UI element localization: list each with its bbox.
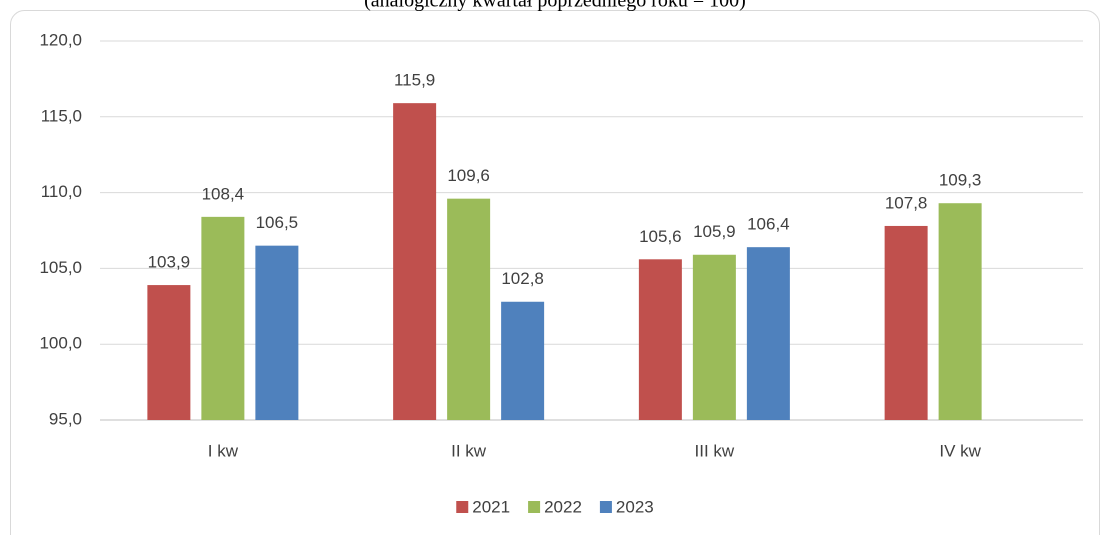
data-label: 106,5 bbox=[256, 213, 299, 232]
y-tick-label: 100,0 bbox=[39, 334, 82, 353]
x-tick-label: I kw bbox=[208, 441, 239, 460]
data-label: 105,6 bbox=[639, 227, 682, 246]
bar bbox=[501, 301, 545, 420]
y-tick-label: 95,0 bbox=[49, 409, 82, 428]
legend-swatch bbox=[456, 501, 469, 513]
y-tick-label: 105,0 bbox=[39, 258, 82, 277]
bar bbox=[447, 198, 491, 420]
legend-label: 2023 bbox=[616, 497, 654, 516]
bar bbox=[638, 259, 682, 420]
chart-subtitle: (analogiczny kwartał poprzedniego roku =… bbox=[364, 0, 746, 12]
legend-swatch bbox=[599, 501, 612, 513]
x-tick-label: IV kw bbox=[939, 441, 981, 460]
data-label: 103,9 bbox=[148, 253, 191, 272]
y-tick-label: 115,0 bbox=[41, 106, 82, 125]
bar bbox=[393, 103, 437, 420]
bar bbox=[147, 285, 191, 420]
bar bbox=[255, 245, 299, 420]
legend-label: 2021 bbox=[472, 497, 510, 516]
bar bbox=[692, 254, 736, 420]
bar bbox=[746, 247, 790, 420]
legend-label: 2022 bbox=[544, 497, 582, 516]
y-tick-label: 110,0 bbox=[41, 182, 82, 201]
y-tick-label: 120,0 bbox=[39, 30, 82, 49]
chart-frame bbox=[10, 10, 1100, 535]
data-label: 109,6 bbox=[447, 166, 490, 185]
data-label: 109,3 bbox=[939, 171, 982, 190]
bar bbox=[201, 216, 245, 420]
legend: 2021 2022 2023 bbox=[456, 497, 654, 516]
x-tick-label: II kw bbox=[451, 441, 487, 460]
data-label: 106,4 bbox=[747, 215, 790, 234]
data-label: 102,8 bbox=[501, 269, 544, 288]
data-label: 115,9 bbox=[394, 71, 435, 90]
bar bbox=[884, 225, 928, 420]
data-label: 108,4 bbox=[202, 184, 245, 203]
bar bbox=[938, 203, 982, 420]
data-label: 105,9 bbox=[693, 222, 736, 241]
data-label: 107,8 bbox=[885, 193, 928, 212]
legend-swatch bbox=[528, 501, 541, 513]
x-tick-label: III kw bbox=[695, 441, 735, 460]
